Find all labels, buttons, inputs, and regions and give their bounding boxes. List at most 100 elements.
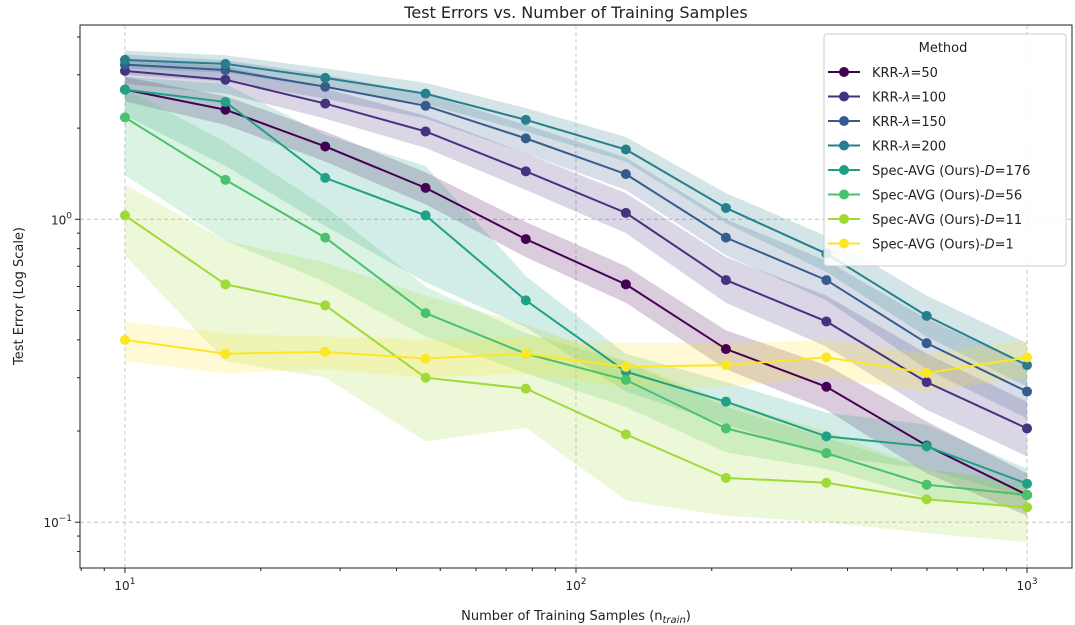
chart-title: Test Errors vs. Number of Training Sampl… xyxy=(403,3,747,22)
point-series-5 xyxy=(220,174,231,185)
point-series-0 xyxy=(420,182,431,193)
line-series-0 xyxy=(124,88,1028,496)
point-series-7 xyxy=(420,353,431,364)
legend-marker xyxy=(839,189,849,200)
point-series-7 xyxy=(520,348,531,359)
point-series-4 xyxy=(821,431,832,442)
x-tick-label: 101 xyxy=(114,577,135,593)
point-series-6 xyxy=(1022,502,1033,513)
point-series-4 xyxy=(119,84,130,95)
point-series-5 xyxy=(420,308,431,319)
y-axis-label: Test Error (Log Scale) xyxy=(12,227,27,366)
point-series-4 xyxy=(921,441,932,452)
point-series-3 xyxy=(220,58,231,69)
point-series-4 xyxy=(220,96,231,107)
band-series-6 xyxy=(124,184,1028,543)
point-series-5 xyxy=(620,374,631,385)
point-series-3 xyxy=(620,144,631,155)
point-series-7 xyxy=(1022,352,1033,363)
point-series-2 xyxy=(921,338,932,349)
legend-entry: Spec-AVG (Ours)-D=176 xyxy=(872,164,1030,179)
x-tick-label: 103 xyxy=(1017,577,1038,593)
line-series-3 xyxy=(124,58,1028,367)
y-tick-label: 10−1 xyxy=(43,514,72,530)
legend: Method KRR-λ=50 KRR-λ=100 KRR-λ=150 KRR-λ=20… xyxy=(823,33,1067,267)
point-series-1 xyxy=(821,316,832,327)
point-series-2 xyxy=(520,133,531,144)
point-series-0 xyxy=(220,104,231,115)
point-series-3 xyxy=(921,310,932,321)
point-series-3 xyxy=(320,72,331,83)
point-series-3 xyxy=(420,88,431,99)
point-series-6 xyxy=(821,477,832,488)
line-series-7 xyxy=(124,338,1028,374)
point-series-1 xyxy=(520,166,531,177)
point-series-6 xyxy=(520,383,531,394)
point-series-1 xyxy=(320,98,331,109)
point-series-4 xyxy=(520,295,531,306)
legend-marker xyxy=(839,116,849,126)
point-series-2 xyxy=(720,232,731,243)
point-series-0 xyxy=(821,381,832,392)
point-series-5 xyxy=(821,448,832,459)
band-series-7 xyxy=(124,321,1028,392)
legend-entry: Spec-AVG (Ours)-D=11 xyxy=(872,213,1022,228)
point-series-2 xyxy=(420,100,431,111)
legend-entry: Spec-AVG (Ours)-D=1 xyxy=(872,238,1014,253)
line-series-1 xyxy=(124,69,1028,430)
point-series-1 xyxy=(720,275,731,286)
point-series-3 xyxy=(720,202,731,213)
point-series-6 xyxy=(720,472,731,483)
band-series-4 xyxy=(124,76,1028,499)
bands xyxy=(124,50,1028,543)
point-series-4 xyxy=(1022,478,1033,489)
point-series-2 xyxy=(1022,386,1033,397)
point-series-6 xyxy=(119,210,130,221)
point-series-3 xyxy=(520,114,531,125)
line-series-6 xyxy=(124,214,1028,509)
point-series-0 xyxy=(320,141,331,152)
point-series-0 xyxy=(720,344,731,355)
legend-entry: Spec-AVG (Ours)-D=56 xyxy=(872,189,1022,204)
legend-entry: KRR-λ=200 xyxy=(872,140,946,155)
line-series-4 xyxy=(124,88,1028,485)
legend-entry: KRR-λ=100 xyxy=(872,91,946,106)
x-tick-label: 102 xyxy=(565,577,586,593)
legend-title: Method xyxy=(919,41,968,56)
legend-entry: KRR-λ=150 xyxy=(872,115,946,130)
point-series-5 xyxy=(720,423,731,434)
line-series-2 xyxy=(124,63,1028,393)
point-series-1 xyxy=(1022,423,1033,434)
point-series-5 xyxy=(921,479,932,490)
point-series-4 xyxy=(720,396,731,407)
point-series-3 xyxy=(1022,360,1033,371)
point-series-6 xyxy=(220,279,231,290)
point-series-7 xyxy=(220,348,231,359)
point-series-4 xyxy=(420,210,431,221)
y-tick-label: 100 xyxy=(51,211,72,227)
point-series-7 xyxy=(821,352,832,363)
point-series-4 xyxy=(320,172,331,183)
point-series-2 xyxy=(821,275,832,286)
point-series-2 xyxy=(620,169,631,180)
point-series-6 xyxy=(620,429,631,440)
point-series-5 xyxy=(1022,489,1033,500)
legend-marker xyxy=(839,238,849,249)
point-series-5 xyxy=(119,112,130,123)
band-series-0 xyxy=(124,76,1028,516)
point-series-7 xyxy=(720,360,731,371)
point-series-6 xyxy=(921,494,932,505)
legend-entry: KRR-λ=50 xyxy=(872,66,938,81)
point-series-0 xyxy=(620,279,631,290)
legend-marker xyxy=(839,67,849,77)
ticks: 101 102 103 100 10−1 xyxy=(43,36,1038,593)
point-series-5 xyxy=(320,232,331,243)
legend-marker xyxy=(839,214,849,224)
point-series-6 xyxy=(320,300,331,311)
legend-marker xyxy=(839,140,849,151)
point-series-6 xyxy=(420,372,431,383)
point-series-0 xyxy=(520,234,531,245)
x-axis-label: Number of Training Samples (ntrain) xyxy=(461,609,691,625)
series-lines xyxy=(119,54,1033,513)
